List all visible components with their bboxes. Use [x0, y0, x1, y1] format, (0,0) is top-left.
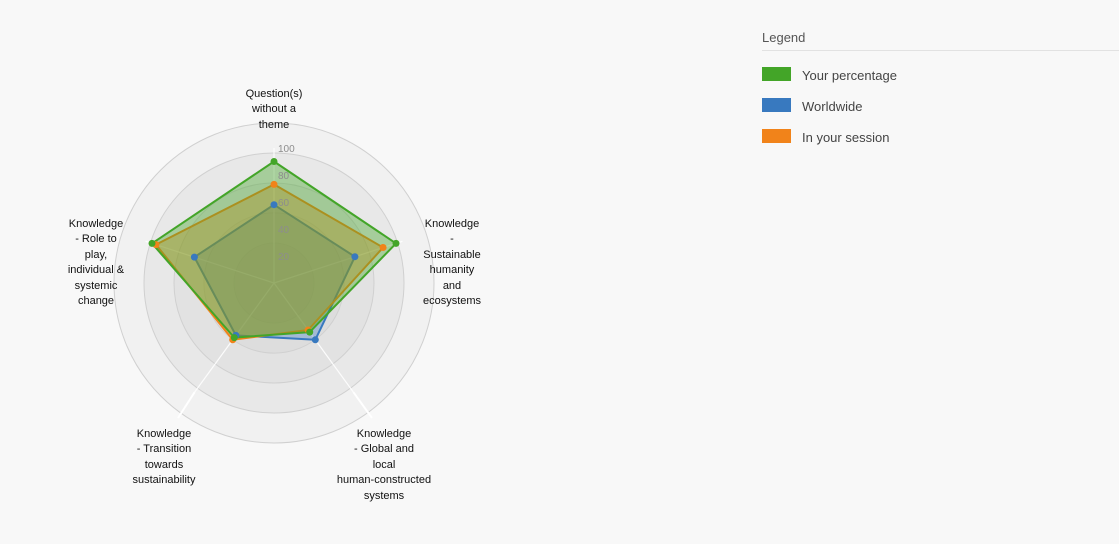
legend: Legend Your percentage Worldwide In your… — [762, 30, 1119, 160]
axis-label-role-to-play: Knowledge - Role to play, individual & s… — [61, 217, 131, 309]
tick-label: 40 — [278, 225, 290, 236]
data-point-worldwide — [270, 201, 278, 209]
axis-label-global-local-systems: Knowledge - Global and local human-const… — [334, 427, 434, 504]
axis-label-line: systems — [363, 489, 405, 502]
legend-label: In your session — [802, 130, 890, 145]
axis-label-line: systemic — [74, 279, 118, 292]
axis-label-line: Knowledge — [136, 428, 192, 440]
legend-item-worldwide[interactable]: Worldwide — [762, 98, 1119, 129]
axis-label-line: sustainability — [132, 474, 196, 487]
axis-spoke-extension — [177, 391, 196, 419]
data-point-worldwide — [311, 336, 319, 344]
axis-spoke-extension — [352, 391, 373, 419]
axis-label-line: local — [372, 458, 396, 471]
axis-label-line: - Transition — [136, 443, 192, 456]
axis-label-line: - Global and — [354, 443, 414, 456]
legend-item-in-your-session[interactable]: In your session — [762, 129, 1119, 160]
axis-label-transition-sustainability: Knowledge - Transition towards sustainab… — [124, 427, 204, 489]
data-point-your-percentage — [270, 158, 278, 165]
tick-label: 80 — [278, 171, 290, 182]
data-point-in-your-session — [379, 244, 387, 251]
axis-spoke-5 — [145, 240, 275, 284]
axis-label-line: - — [450, 233, 454, 246]
axis-label-question-without-theme: Question(s) without a theme — [239, 87, 309, 133]
legend-swatch-green — [762, 67, 791, 81]
axis-label-line: - Role to — [75, 233, 117, 246]
axis-label-line: change — [77, 295, 115, 308]
axis-label-line: theme — [258, 118, 290, 131]
data-point-worldwide — [351, 253, 359, 261]
axis-label-line: ecosystems — [422, 295, 482, 308]
data-point-worldwide — [190, 253, 198, 261]
radar-series — [148, 158, 400, 344]
legend-label: Your percentage — [802, 68, 897, 83]
series-area-worldwide — [193, 203, 356, 341]
data-point-your-percentage — [392, 239, 400, 247]
axis-label-line: individual & — [67, 264, 125, 277]
series-area-your-percentage — [151, 160, 397, 339]
data-point-your-percentage — [148, 239, 156, 247]
axis-label-line: and — [442, 279, 462, 292]
axis-label-line: Knowledge — [68, 218, 124, 230]
radial-tick-labels: 20 40 60 80 100 — [278, 144, 295, 263]
tick-label: 20 — [278, 252, 290, 263]
axis-label-line: without a — [251, 103, 297, 116]
axis-label-line: Question(s) — [245, 88, 303, 100]
axis-label-line: Knowledge — [356, 428, 412, 440]
data-point-your-percentage — [230, 334, 238, 342]
data-point-in-your-session — [270, 180, 278, 188]
legend-item-your-percentage[interactable]: Your percentage — [762, 67, 1119, 98]
axis-label-sustainable-humanity: Knowledge - Sustainable humanity and eco… — [417, 217, 487, 309]
axis-label-line: towards — [144, 458, 184, 471]
legend-title: Legend — [762, 30, 1119, 51]
axis-label-line: humanity — [429, 264, 475, 277]
axis-label-line: human-constructed — [336, 474, 432, 487]
data-point-your-percentage — [306, 328, 314, 336]
legend-label: Worldwide — [802, 99, 863, 114]
axis-label-line: play, — [84, 248, 108, 261]
axis-label-line: Sustainable — [423, 248, 481, 261]
legend-swatch-blue — [762, 98, 791, 112]
tick-label: 60 — [278, 198, 290, 209]
axis-label-line: Knowledge — [424, 218, 480, 230]
radar-chart: 20 40 60 80 100 — [113, 122, 435, 444]
tick-label: 100 — [278, 144, 295, 155]
legend-swatch-orange — [762, 129, 791, 143]
